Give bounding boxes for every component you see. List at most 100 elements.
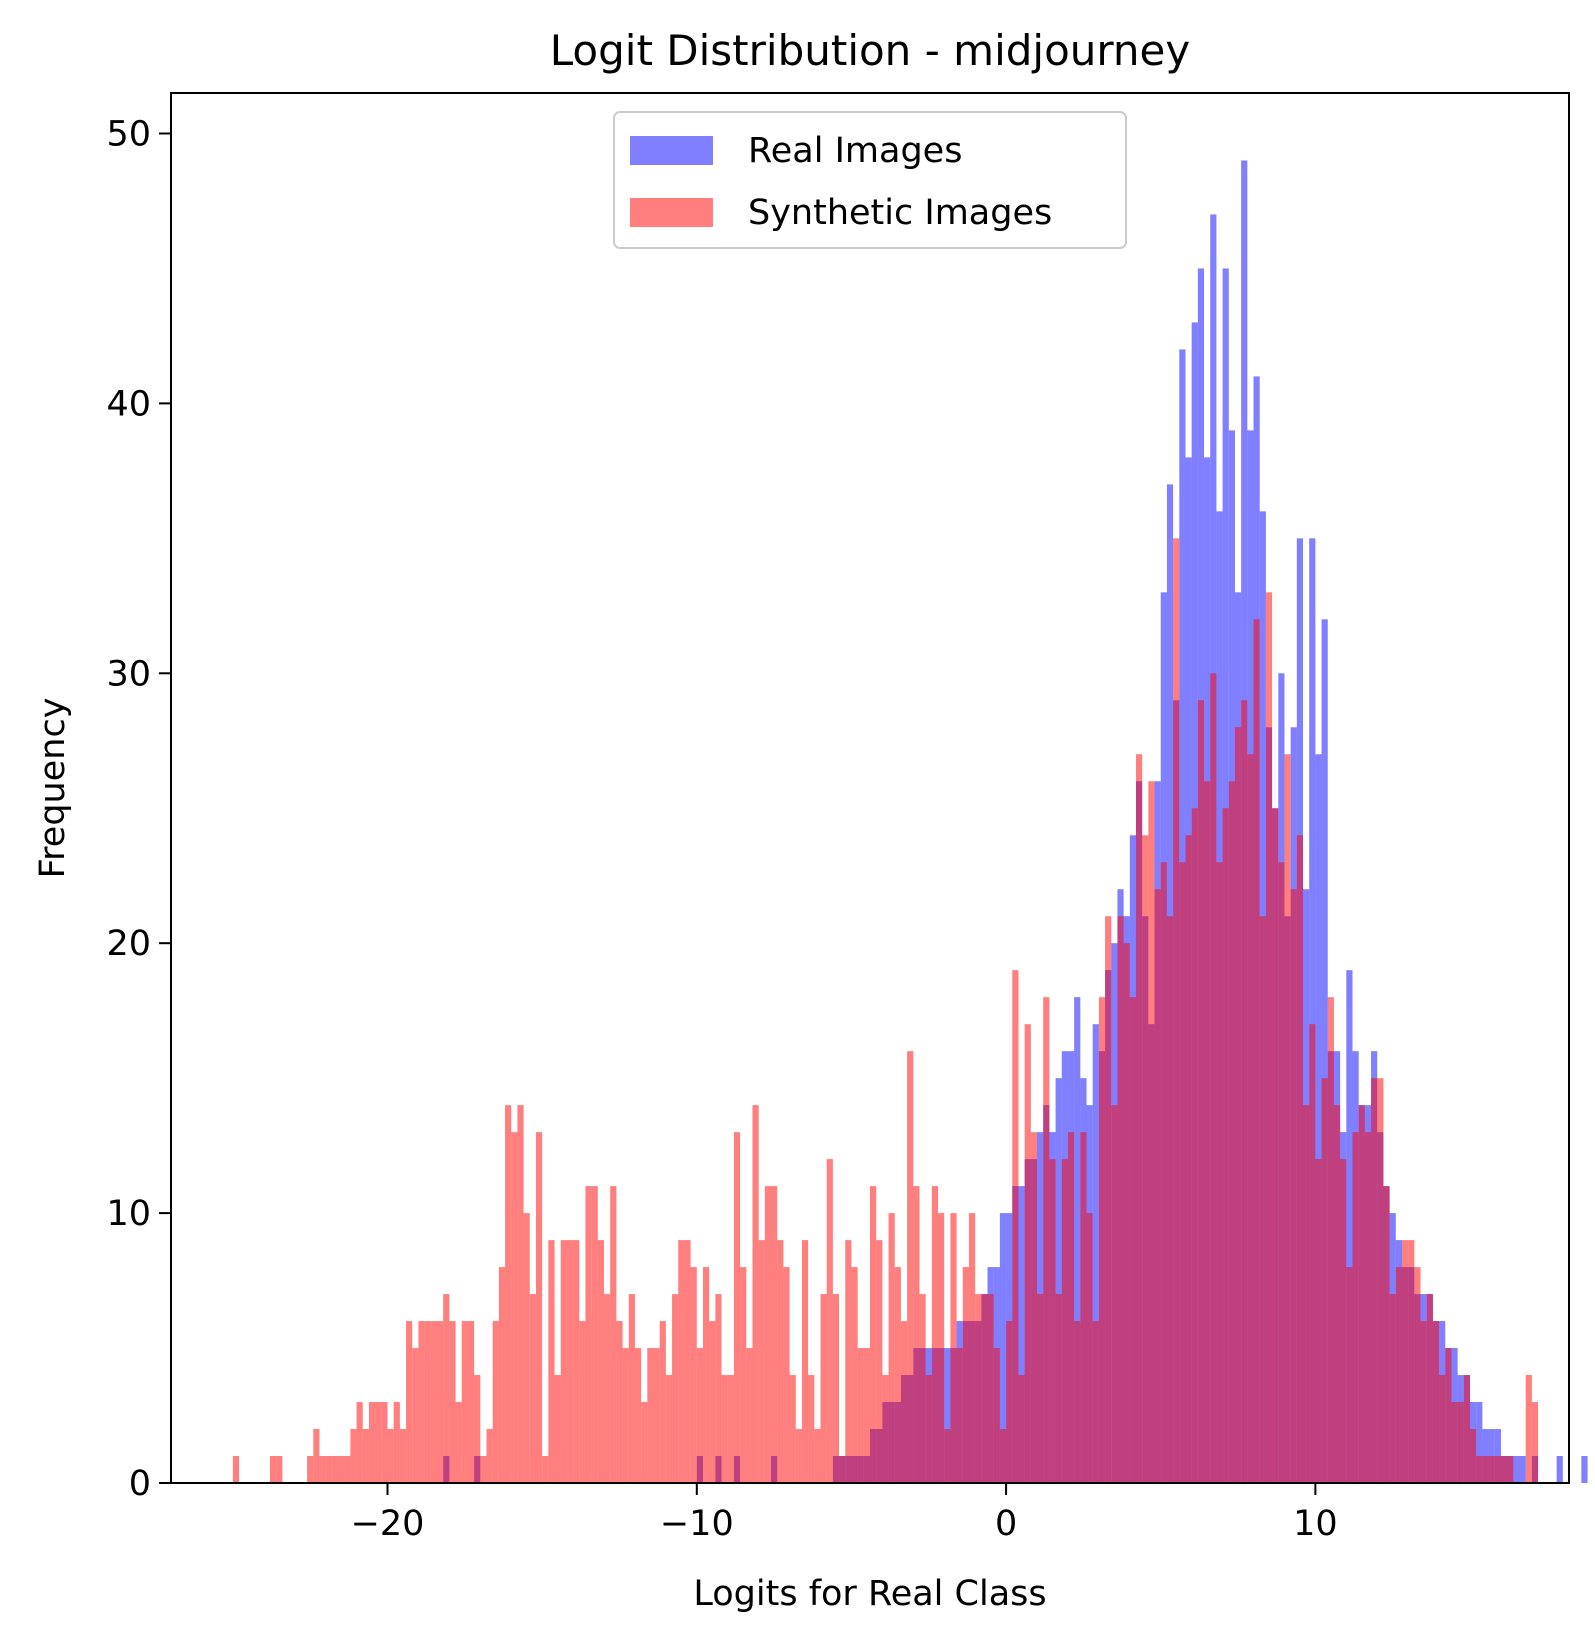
- histogram-bar: [1581, 1456, 1588, 1483]
- histogram-bar: [1389, 1294, 1396, 1483]
- histogram-bar: [455, 1402, 462, 1483]
- histogram-bar: [1290, 889, 1297, 1483]
- histogram-bar: [876, 1240, 883, 1483]
- histogram-bar: [1439, 1375, 1446, 1483]
- histogram-bar: [783, 1267, 790, 1483]
- histogram-bar: [443, 1294, 450, 1483]
- histogram-bar: [1253, 619, 1260, 1483]
- histogram-bar: [1123, 943, 1130, 1483]
- histogram-bar: [931, 1186, 939, 1483]
- histogram-bar: [1241, 700, 1248, 1483]
- histogram-bar: [746, 1348, 753, 1483]
- histogram-bar: [1451, 1402, 1458, 1483]
- y-tick-label: 40: [106, 384, 151, 424]
- histogram-bar: [968, 1213, 976, 1483]
- histogram-bar: [993, 1348, 1000, 1483]
- histogram-bar: [1513, 1456, 1520, 1483]
- histogram-bar: [1303, 1105, 1310, 1483]
- plot-frame: [170, 92, 1570, 1484]
- histogram-bar: [1030, 1132, 1038, 1483]
- histogram-bar: [467, 1321, 475, 1483]
- histogram-bar: [486, 1429, 493, 1483]
- histogram-bar: [851, 1267, 858, 1483]
- histogram-bar: [1012, 970, 1019, 1483]
- histogram-bar: [801, 1240, 809, 1483]
- series-synthetic: [232, 538, 1539, 1483]
- histogram-bar: [907, 1051, 914, 1483]
- legend: Real Images Synthetic Images: [613, 111, 1127, 249]
- histogram-bar: [1074, 1321, 1081, 1483]
- histogram-bar: [1383, 1186, 1390, 1483]
- histogram-bar: [1135, 754, 1143, 1483]
- histogram-bar: [808, 1375, 815, 1483]
- histogram-bar: [529, 1294, 536, 1483]
- histogram-bar: [1531, 1402, 1539, 1483]
- histogram-bar: [634, 1348, 642, 1483]
- histogram-bar: [542, 1456, 549, 1483]
- histogram-bar: [1055, 1078, 1062, 1483]
- histogram-bar: [672, 1294, 679, 1483]
- histogram-bar: [913, 1186, 920, 1483]
- histogram-bar: [733, 1132, 741, 1483]
- y-axis-label: Frequency: [33, 698, 73, 879]
- histogram-bar: [338, 1456, 345, 1483]
- histogram-bar: [1457, 1402, 1464, 1483]
- histogram-bar: [1525, 1375, 1532, 1483]
- histogram-bar: [449, 1321, 456, 1483]
- histogram-bar: [535, 1132, 543, 1483]
- histogram-bar: [752, 1105, 759, 1483]
- histogram-bar: [1117, 916, 1124, 1483]
- histogram-bar: [1129, 997, 1136, 1483]
- histogram-bar: [368, 1402, 376, 1483]
- histogram-bar: [1142, 835, 1149, 1483]
- histogram-bar: [1284, 754, 1291, 1483]
- histogram-bar: [1346, 970, 1353, 1483]
- histogram-bar: [1210, 673, 1217, 1483]
- histogram-bar: [1371, 1078, 1378, 1483]
- histogram-bar: [579, 1321, 586, 1483]
- histogram-bar: [1216, 862, 1223, 1483]
- histogram-bar: [1043, 997, 1050, 1483]
- histogram-bar: [1234, 727, 1242, 1483]
- histogram-bar: [1408, 1240, 1415, 1483]
- histogram-bar: [1197, 700, 1205, 1483]
- histogram-bar: [758, 1240, 765, 1483]
- histogram-bar: [653, 1348, 660, 1483]
- histogram-bar: [1519, 1456, 1526, 1483]
- histogram-bar: [678, 1240, 685, 1483]
- histogram-bar: [1055, 1294, 1062, 1483]
- histogram-bar: [839, 1456, 846, 1483]
- histogram-bar: [814, 1429, 821, 1483]
- legend-label-real: Real Images: [748, 131, 962, 171]
- y-tick-label: 50: [106, 114, 151, 154]
- legend-swatch-real: [630, 136, 713, 165]
- legend-box: [613, 111, 1127, 249]
- legend-label-synthetic: Synthetic Images: [748, 193, 1052, 233]
- histogram-bar: [560, 1240, 567, 1483]
- histogram-bar: [344, 1456, 351, 1483]
- histogram-bar: [585, 1186, 592, 1483]
- histogram-bar: [1420, 1321, 1427, 1483]
- histogram-bar: [950, 1213, 957, 1483]
- histogram-bar: [721, 1375, 728, 1483]
- histogram-bar: [1401, 1240, 1409, 1483]
- histogram-bar: [430, 1321, 437, 1483]
- histogram-bar: [616, 1321, 623, 1483]
- histogram-bar: [832, 1294, 840, 1483]
- histogram-bar: [381, 1402, 388, 1483]
- histogram-bar: [1228, 781, 1235, 1483]
- histogram-bar: [764, 1186, 772, 1483]
- histogram-bar: [1204, 781, 1211, 1483]
- histogram-bar: [1111, 1105, 1118, 1483]
- histogram-bar: [894, 1267, 901, 1483]
- histogram-bar: [1414, 1267, 1421, 1483]
- histogram-bar: [999, 1213, 1007, 1483]
- histogram-bar: [1160, 862, 1167, 1483]
- histogram-bar: [771, 1186, 778, 1483]
- histogram-bar: [925, 1375, 932, 1483]
- histogram-bar: [505, 1105, 512, 1483]
- x-axis-label: Logits for Real Class: [693, 1574, 1046, 1614]
- histogram-bar: [356, 1402, 363, 1483]
- histogram-bar: [1086, 1213, 1093, 1483]
- histogram-bar: [1006, 1321, 1013, 1483]
